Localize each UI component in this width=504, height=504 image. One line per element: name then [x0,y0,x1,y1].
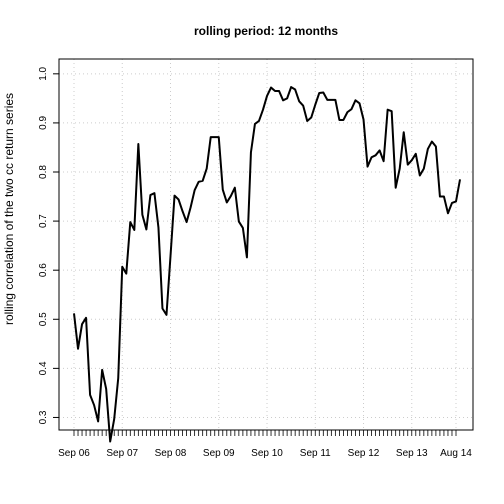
series-line [73,86,462,443]
x-tick-label: Sep 13 [396,448,428,459]
chart-title: rolling period: 12 months [194,24,338,38]
x-tick-label: Sep 06 [58,448,90,459]
y-axis-label: rolling correlation of the two cc return… [2,93,16,325]
plot-frame [58,58,474,431]
x-tick-label: Aug 14 [440,448,472,459]
x-tick-label: Sep 09 [203,448,235,459]
x-tick-label: Sep 07 [106,448,138,459]
y-tick-label: 0.8 [38,165,49,179]
x-tick-label: Sep 11 [300,448,331,459]
x-axis: Sep 06 Sep 07 Sep 08 Sep 09 Sep 10 Sep 11 Sep … [58,429,472,459]
y-tick-label: 0.7 [38,214,49,228]
y-tick-label: 0.5 [38,312,49,326]
y-tick-label: 0.4 [38,361,49,375]
x-tick-label: Sep 08 [155,448,187,459]
y-tick-label: 0.6 [38,263,49,277]
x-tick-label: Sep 12 [348,448,380,459]
y-tick-label: 0.3 [38,410,49,424]
y-axis: 0.3 0.4 0.5 0.6 0.7 0.8 0.9 1.0 [38,66,59,424]
x-tick-label: Sep 10 [251,448,283,459]
y-tick-label: 1.0 [38,66,49,80]
gridlines [59,59,473,430]
plot-area [58,58,474,443]
y-tick-label: 0.9 [38,116,49,130]
